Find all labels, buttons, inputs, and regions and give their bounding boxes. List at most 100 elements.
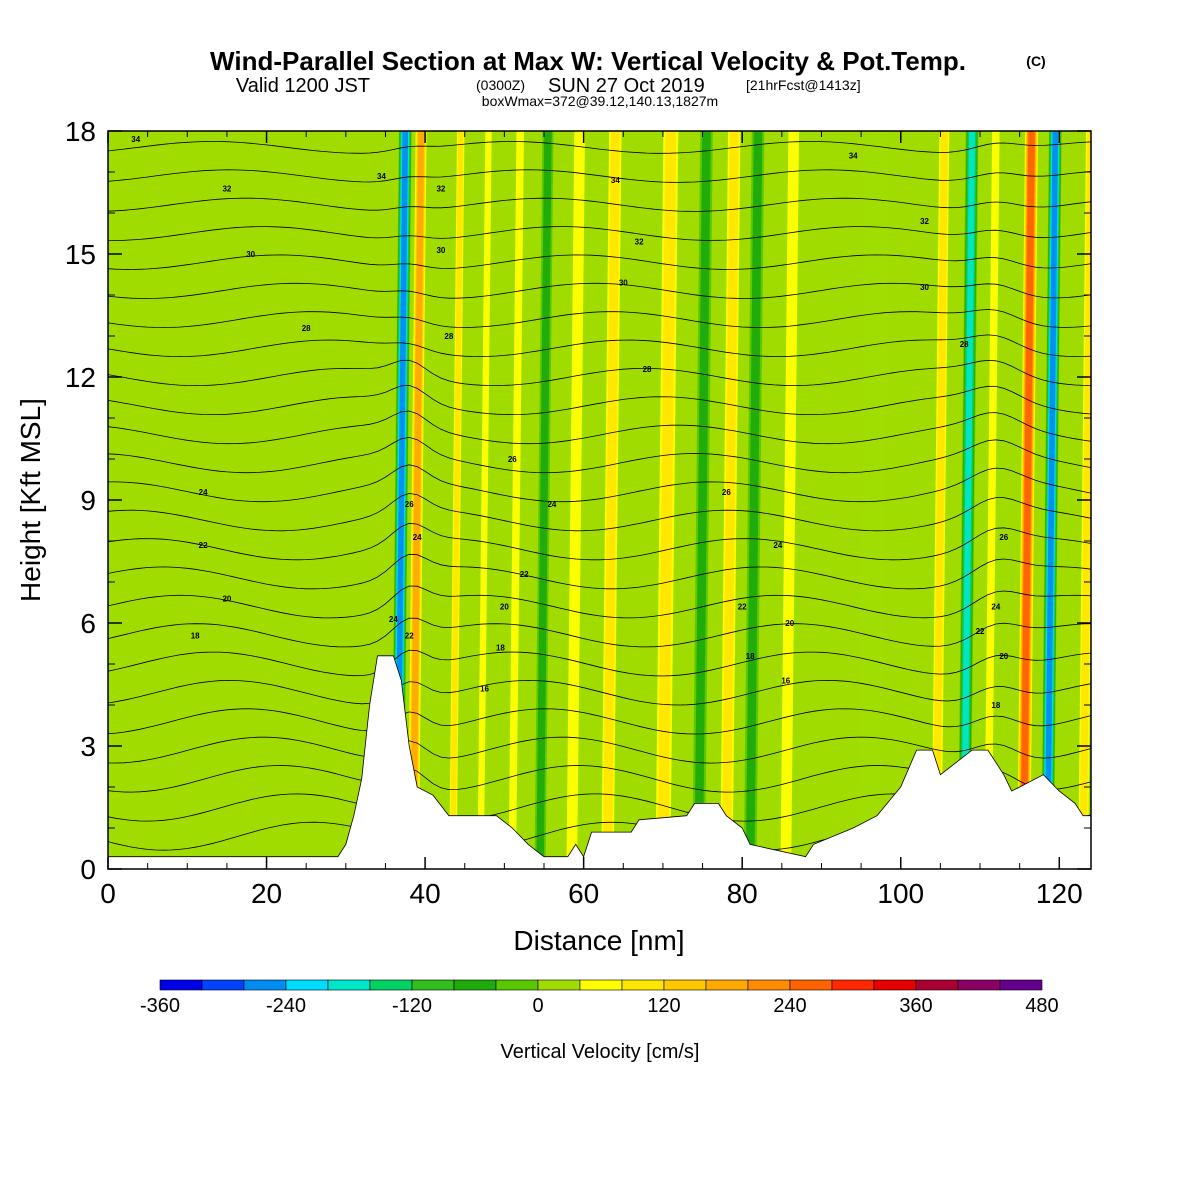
velocity-band (745, 131, 763, 869)
theta-contour (108, 708, 1091, 735)
theta-contour (108, 384, 1091, 416)
subtitle-date: SUN 27 Oct 2019 (548, 75, 705, 97)
velocity-band (694, 131, 711, 869)
contour-label-text: 26 (508, 455, 517, 464)
theta-contour (108, 410, 1091, 445)
y-tick-label: 18 (65, 116, 96, 147)
y-tick-label: 9 (80, 485, 96, 516)
y-tick-label: 0 (80, 854, 96, 885)
potential-temperature-contours (108, 141, 1091, 851)
contour-label-text: 32 (222, 184, 231, 193)
contour-label: 24 (413, 533, 422, 542)
contour-label: 22 (738, 603, 747, 612)
velocity-band (536, 131, 552, 869)
velocity-band (780, 131, 800, 869)
contour-label: 32 (920, 217, 929, 226)
chart-info-line: boxWmax=372@39.12,140.13,1827m (482, 93, 718, 109)
contour-label: 26 (405, 500, 414, 509)
chart-subtitle: Valid 1200 JST (0300Z) SUN 27 Oct 2019 [… (236, 75, 861, 97)
chart-header: Wind-Parallel Section at Max W: Vertical… (210, 46, 1046, 109)
theta-contour (108, 736, 1091, 764)
contour-label: 30 (436, 246, 445, 255)
colorbar-swatch (453, 979, 497, 991)
velocity-band (932, 131, 948, 869)
contour-label: 34 (377, 172, 386, 181)
contour-label: 20 (785, 619, 794, 628)
contour-label: 16 (480, 685, 489, 694)
theta-contour (108, 679, 1091, 706)
chart-title: Wind-Parallel Section at Max W: Vertical… (210, 46, 966, 76)
colorbar-tick-label: 360 (899, 995, 932, 1017)
theta-contour (108, 649, 1091, 677)
contour-label: 30 (920, 283, 929, 292)
contour-label-text: 20 (500, 603, 509, 612)
colorbar-swatch (201, 979, 245, 991)
vertical-velocity-field (391, 131, 1091, 869)
contour-label-text: 30 (436, 246, 445, 255)
x-axis-label: Distance [nm] (513, 925, 684, 956)
theta-contour (108, 169, 1091, 183)
colorbar-swatch (327, 979, 371, 991)
terrain (108, 655, 1091, 869)
contour-label-text: 32 (635, 238, 644, 247)
velocity-band (566, 131, 586, 869)
contour-label: 18 (746, 652, 755, 661)
contour-label: 34 (131, 135, 140, 144)
velocity-band (1044, 131, 1059, 869)
theta-contour (108, 492, 1091, 532)
colorbar: -360 -240 -120 0 120 240 360 480 Vertical Veloc… (140, 979, 1059, 1063)
theta-contour (108, 553, 1091, 590)
contour-label-text: 18 (191, 631, 200, 640)
colorbar-tick-label: -360 (140, 995, 180, 1017)
subtitle-valid: Valid 1200 JST (236, 75, 370, 97)
contour-label-text: 34 (377, 172, 386, 181)
colorbar-swatch (285, 979, 329, 991)
contour-label: 26 (722, 488, 731, 497)
x-tick-label: 120 (1036, 878, 1083, 909)
x-tick-label: 80 (727, 878, 758, 909)
contour-label: 22 (520, 570, 529, 579)
contour-label-text: 34 (849, 152, 858, 161)
contour-label: 18 (191, 631, 200, 640)
contour-label: 20 (999, 652, 1008, 661)
background-field (108, 131, 1091, 869)
contour-label: 22 (199, 541, 208, 550)
theta-contour (108, 141, 1091, 154)
colorbar-swatch (537, 979, 581, 991)
theta-contour (108, 254, 1091, 270)
subtitle-utc: (0300Z) (476, 77, 525, 93)
theta-contour (108, 359, 1091, 387)
contour-label: 24 (773, 541, 782, 550)
colorbar-swatch (789, 979, 833, 991)
theta-contour (108, 617, 1091, 648)
contour-label-text: 24 (389, 615, 398, 624)
contour-label-text: 20 (785, 619, 794, 628)
colorbar-swatch (915, 979, 959, 991)
contour-label: 34 (849, 152, 858, 161)
y-axis: 0 3 6 9 12 15 18 (65, 116, 1091, 885)
contour-label: 22 (976, 627, 985, 636)
contour-label: 16 (781, 676, 790, 685)
contour-label: 18 (496, 644, 505, 653)
x-tick-label: 60 (568, 878, 599, 909)
contour-label: 26 (999, 533, 1008, 542)
contour-label-text: 24 (773, 541, 782, 550)
y-tick-label: 3 (80, 731, 96, 762)
theta-contour (108, 282, 1091, 299)
colorbar-swatch (579, 979, 623, 991)
velocity-band (961, 131, 976, 869)
contour-label-text: 28 (302, 324, 311, 333)
colorbar-tick-label: 480 (1025, 995, 1058, 1017)
contour-label-text: 16 (781, 676, 790, 685)
colorbar-tick-label: 240 (773, 995, 806, 1017)
velocity-band (984, 131, 1000, 869)
velocity-band (1020, 131, 1035, 869)
y-tick-label: 12 (65, 362, 96, 393)
y-tick-label: 15 (65, 239, 96, 270)
contour-label-text: 22 (405, 631, 414, 640)
theta-contour (108, 309, 1091, 328)
contour-label-text: 30 (246, 250, 255, 259)
contour-label-text: 20 (999, 652, 1008, 661)
y-axis-label: Height [Kft MSL] (15, 398, 46, 602)
